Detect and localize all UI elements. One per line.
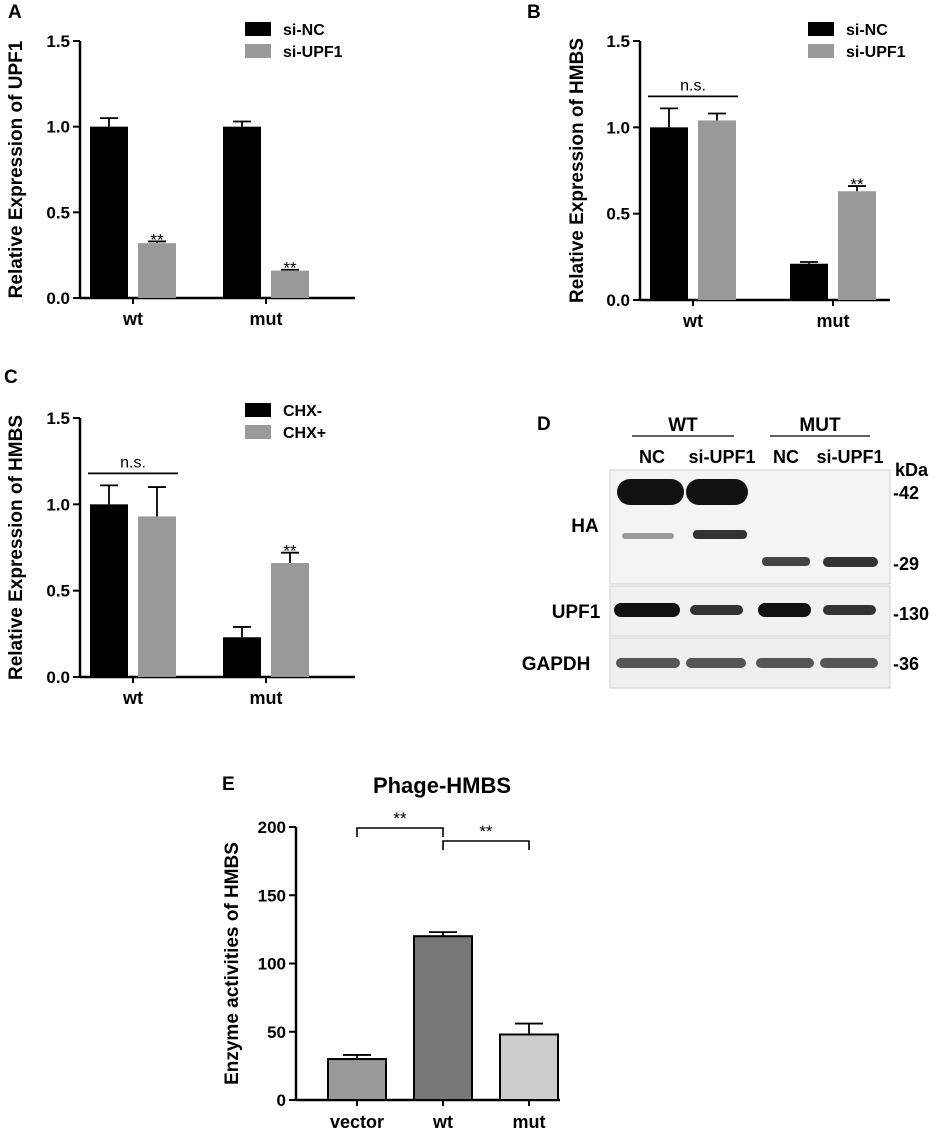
blot-lane-2: si-UPF1: [688, 447, 755, 467]
comparison-label-e-1: **: [479, 822, 493, 841]
y-axis-label-c: Relative Expression of HMBS: [6, 415, 27, 680]
comparison-bracket-e-0: [356, 827, 444, 837]
panel-letter-d: D: [537, 414, 551, 435]
bar-a-0-0: [90, 126, 128, 299]
legend-label-b-0: si-NC: [846, 22, 888, 39]
y-tick-label-a-1: 0.5: [46, 203, 70, 222]
blot-row-label-ha: HA: [571, 516, 599, 537]
blot-bands-ha: [617, 479, 878, 567]
x-tick-label-b-0: wt: [682, 311, 703, 331]
panel-letter-c: C: [4, 367, 18, 388]
legend-label-c-0: CHX-: [283, 403, 322, 420]
significance-label-c-1: **: [283, 542, 297, 561]
significance-label-b-0: n.s.: [680, 77, 706, 94]
y-tick-label-c-1: 0.5: [46, 582, 70, 601]
x-tick-label-e-1: wt: [432, 1112, 453, 1132]
x-tick-label-a-0: wt: [122, 309, 143, 329]
blot-lane-1: NC: [639, 447, 665, 467]
legend-swatch-a-1: [245, 44, 271, 58]
legend-swatch-c-0: [245, 403, 271, 417]
western-blot-panel-d: D WT MUT NC si-UPF1 NC si-UPF1 kDa: [522, 414, 929, 689]
bar-b-1-0: [698, 120, 736, 300]
comparison-label-e-0: **: [393, 809, 407, 828]
x-tick-label-c-0: wt: [122, 688, 143, 708]
y-tick-label-a-2: 1.0: [46, 118, 70, 137]
bar-e-2: [499, 1033, 559, 1101]
significance-label-c-0: n.s.: [120, 454, 146, 471]
y-tick-label-a-0: 0.0: [46, 289, 70, 308]
bar-c-0-0: [90, 504, 128, 677]
blot-lane-4: si-UPF1: [816, 447, 883, 467]
chart-panel-b: B 0.0 0.5 1.0 1.5 Relative Expression of HMB…: [527, 2, 906, 331]
blot-marker-29: -29: [893, 554, 919, 574]
y-tick-label-a-3: 1.5: [46, 32, 70, 51]
y-tick-label-b-3: 1.5: [606, 32, 630, 51]
bar-b-0-0: [650, 127, 688, 300]
y-tick-label-e-3: 150: [258, 886, 286, 905]
y-tick-label-b-2: 1.0: [606, 118, 630, 137]
bar-e-1: [413, 935, 473, 1102]
y-tick-label-e-4: 200: [258, 818, 286, 837]
y-tick-label-c-3: 1.5: [46, 409, 70, 428]
panel-letter-e: E: [222, 774, 235, 795]
panel-letter-a: A: [8, 2, 22, 23]
blot-lane-3: NC: [773, 447, 799, 467]
y-axis-label-a: Relative Expression of UPF1: [6, 40, 27, 298]
blot-group-wt: WT: [668, 415, 698, 436]
chart-title-e: Phage-HMBS: [373, 773, 511, 798]
y-tick-label-e-0: 0: [277, 1091, 286, 1110]
blot-bands-gapdh: [616, 658, 878, 668]
y-axis-label-e: Enzyme activities of HMBS: [222, 842, 243, 1085]
y-tick-label-b-1: 0.5: [606, 205, 630, 224]
x-tick-label-b-1: mut: [817, 311, 850, 331]
blot-marker-36: -36: [893, 654, 919, 674]
significance-label-b-1: **: [850, 175, 864, 194]
panel-letter-b: B: [527, 2, 541, 23]
legend-swatch-a-0: [245, 22, 271, 36]
bar-b-1-1: [838, 191, 876, 300]
bar-a-1-1: [271, 270, 309, 298]
legend-label-b-1: si-UPF1: [846, 44, 906, 61]
bar-a-1-0: [138, 243, 176, 298]
significance-label-a-0: **: [150, 230, 164, 249]
blot-row-label-upf1: UPF1: [552, 602, 601, 623]
y-tick-label-c-0: 0.0: [46, 668, 70, 687]
bar-b-0-1: [790, 263, 828, 300]
bar-c-1-1: [271, 563, 309, 677]
x-tick-label-c-1: mut: [250, 688, 283, 708]
y-tick-label-e-1: 50: [267, 1023, 286, 1042]
bar-e-0: [327, 1058, 387, 1102]
x-tick-label-e-2: mut: [513, 1112, 546, 1132]
significance-label-a-1: **: [283, 259, 297, 278]
x-tick-label-a-1: mut: [250, 309, 283, 329]
y-tick-label-b-0: 0.0: [606, 291, 630, 310]
y-axis-label-b: Relative Expression of HMBS: [567, 38, 588, 303]
legend-swatch-b-0: [808, 22, 834, 36]
blot-bands-upf1: [614, 603, 876, 617]
blot-group-mut: MUT: [799, 415, 841, 436]
bar-a-0-1: [223, 126, 261, 299]
chart-panel-e: E Phage-HMBS 0 50 100 150 200 Enzyme activiti…: [222, 773, 560, 1132]
blot-row-label-gapdh: GAPDH: [522, 654, 591, 675]
legend-label-a-1: si-UPF1: [283, 44, 343, 61]
bar-c-1-0: [138, 516, 176, 677]
legend-swatch-c-1: [245, 425, 271, 439]
legend-label-a-0: si-NC: [283, 22, 325, 39]
blot-marker-42: -42: [893, 483, 919, 503]
legend-label-c-1: CHX+: [283, 425, 326, 442]
chart-panel-a: A 0.0 0.5 1.0 1.5 Relative Expression of UPF…: [6, 2, 355, 329]
blot-kda-label: kDa: [895, 460, 929, 480]
bar-c-0-1: [223, 637, 261, 677]
chart-panel-c: C 0.0 0.5 1.0 1.5 Relative Expression of HMB…: [4, 367, 355, 708]
comparison-bracket-e-1: [442, 840, 530, 850]
blot-marker-130: -130: [893, 604, 929, 624]
y-tick-label-c-2: 1.0: [46, 495, 70, 514]
legend-swatch-b-1: [808, 44, 834, 58]
x-tick-label-e-0: vector: [330, 1112, 384, 1132]
y-tick-label-e-2: 100: [258, 955, 286, 974]
